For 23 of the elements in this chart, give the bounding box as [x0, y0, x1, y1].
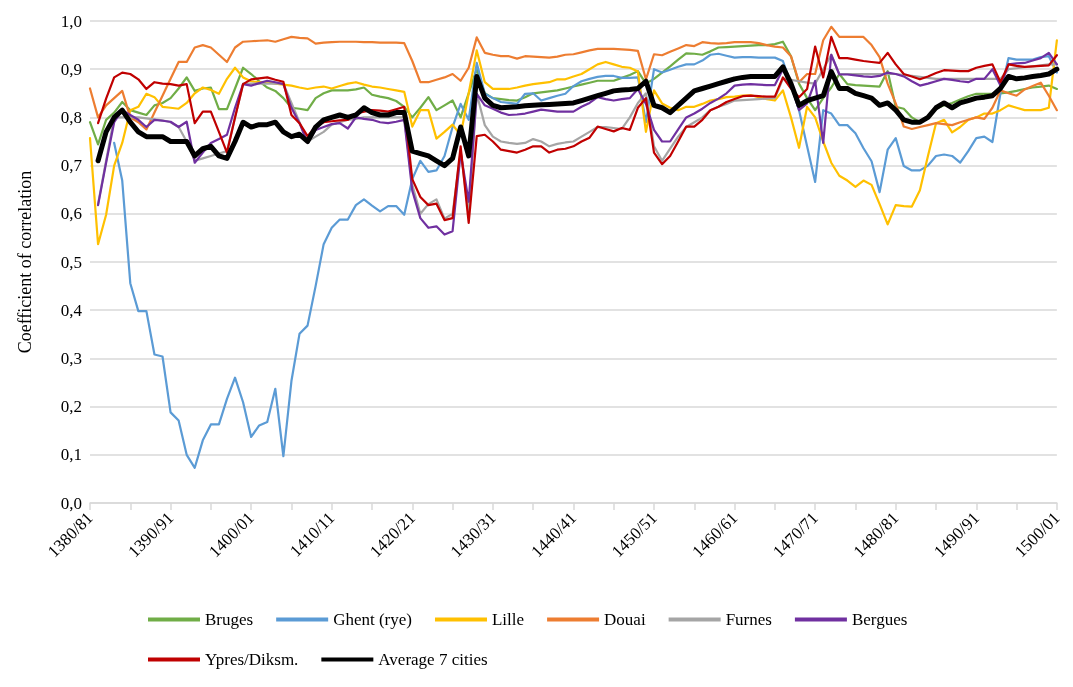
y-tick-label: 0,4 — [60, 300, 83, 320]
legend-label: Average 7 cities — [378, 650, 488, 669]
legend-label: Lille — [491, 610, 525, 629]
y-tick-label: 0,8 — [60, 107, 82, 127]
y-tick-label: 0,5 — [60, 252, 82, 272]
y-tick-label: 0,7 — [60, 156, 83, 176]
legend-label: Furnes — [725, 610, 772, 629]
y-tick-label: 0,2 — [60, 397, 82, 417]
line-series — [113, 52, 1058, 469]
legend-label: Douai — [604, 610, 646, 629]
y-tick-label: 1,0 — [60, 11, 82, 31]
line-series — [88, 25, 1058, 131]
y-tick-label: 0,6 — [60, 204, 82, 224]
y-axis-title: Coefficient of correlation — [15, 170, 35, 354]
y-tick-label: 0,3 — [60, 348, 82, 368]
line-series — [88, 40, 1058, 146]
legend-label: Ypres/Diksm. — [205, 650, 299, 669]
y-tick-label: 0,1 — [60, 445, 82, 465]
legend-label: Bruges — [205, 610, 254, 629]
legend-label: Bergues — [851, 610, 908, 629]
y-tick-label: 0,9 — [60, 59, 82, 79]
y-tick-label: 0,0 — [60, 493, 82, 513]
legend-label: Ghent (rye) — [333, 610, 412, 629]
